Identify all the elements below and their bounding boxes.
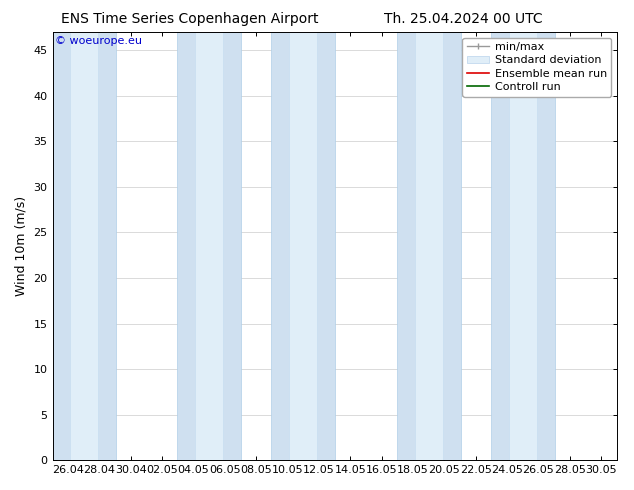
Bar <box>415 32 443 460</box>
Bar <box>491 32 555 460</box>
Bar <box>508 32 537 460</box>
Bar <box>271 32 335 460</box>
Bar <box>52 32 116 460</box>
Text: © woeurope.eu: © woeurope.eu <box>55 36 143 47</box>
Legend: min/max, Standard deviation, Ensemble mean run, Controll run: min/max, Standard deviation, Ensemble me… <box>462 38 611 97</box>
Bar <box>195 32 223 460</box>
Bar <box>397 32 461 460</box>
Bar <box>70 32 98 460</box>
Text: ENS Time Series Copenhagen Airport: ENS Time Series Copenhagen Airport <box>61 12 319 26</box>
Bar <box>178 32 242 460</box>
Text: Th. 25.04.2024 00 UTC: Th. 25.04.2024 00 UTC <box>384 12 542 26</box>
Bar <box>289 32 318 460</box>
Y-axis label: Wind 10m (m/s): Wind 10m (m/s) <box>15 196 28 296</box>
